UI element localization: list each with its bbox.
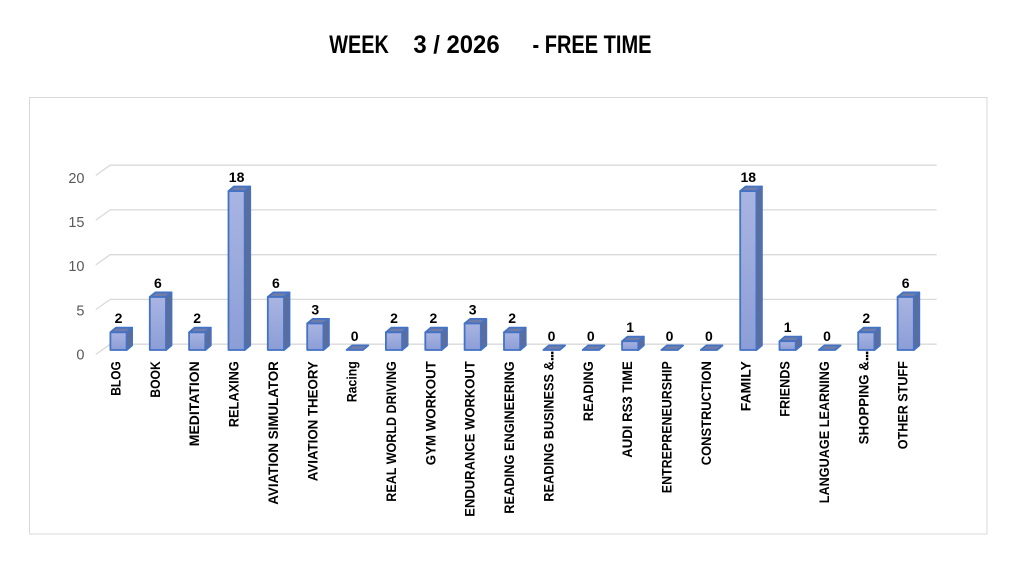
svg-text:ENTREPRENEURSHIP: ENTREPRENEURSHIP xyxy=(659,361,675,493)
svg-text:READING ENGINEERING: READING ENGINEERING xyxy=(501,361,517,514)
svg-text:OTHER STUFF: OTHER STUFF xyxy=(895,361,911,449)
svg-text:0: 0 xyxy=(587,328,595,344)
svg-text:REAL WORLD DRIVING: REAL WORLD DRIVING xyxy=(383,361,399,502)
svg-text:2: 2 xyxy=(430,310,438,326)
svg-text:3: 3 xyxy=(469,301,477,317)
svg-text:LANGUAGE LEARNING: LANGUAGE LEARNING xyxy=(816,361,832,503)
svg-text:2: 2 xyxy=(115,310,123,326)
svg-text:20: 20 xyxy=(68,171,84,187)
svg-text:15: 15 xyxy=(68,215,84,231)
svg-text:10: 10 xyxy=(68,259,84,275)
svg-text:6: 6 xyxy=(272,275,280,291)
svg-text:- FREE TIME: - FREE TIME xyxy=(533,31,652,59)
svg-text:2: 2 xyxy=(508,310,516,326)
svg-text:BOOK: BOOK xyxy=(147,361,163,398)
svg-text:2: 2 xyxy=(862,310,870,326)
svg-text:18: 18 xyxy=(229,169,245,185)
svg-text:CONSTRUCTION: CONSTRUCTION xyxy=(698,361,714,465)
svg-text:AVIATION SIMULATOR: AVIATION SIMULATOR xyxy=(265,361,281,505)
svg-text:18: 18 xyxy=(741,169,757,185)
svg-text:GYM WORKOUT: GYM WORKOUT xyxy=(422,361,438,465)
svg-text:0: 0 xyxy=(823,328,831,344)
svg-text:AUDI RS3 TIME: AUDI RS3 TIME xyxy=(619,361,635,458)
svg-text:2: 2 xyxy=(193,310,201,326)
svg-text:6: 6 xyxy=(902,275,910,291)
svg-text:0: 0 xyxy=(705,328,713,344)
svg-text:3: 3 xyxy=(311,301,319,317)
svg-text:BLOG: BLOG xyxy=(108,361,124,396)
svg-text:0: 0 xyxy=(76,348,84,364)
svg-text:1: 1 xyxy=(784,319,792,335)
svg-text:MEDITATION: MEDITATION xyxy=(186,361,202,446)
svg-text:0: 0 xyxy=(666,328,674,344)
svg-text:RELAXING: RELAXING xyxy=(226,361,242,427)
svg-text:1: 1 xyxy=(626,319,634,335)
svg-text:READING: READING xyxy=(580,361,596,421)
svg-text:READING BUSINESS &: READING BUSINESS & xyxy=(541,361,557,502)
svg-text:WEEK: WEEK xyxy=(329,31,389,59)
svg-text:5: 5 xyxy=(76,303,84,319)
svg-text:3 / 2026: 3 / 2026 xyxy=(413,31,499,59)
svg-text:0: 0 xyxy=(351,328,359,344)
svg-text:0: 0 xyxy=(548,328,556,344)
svg-text:2: 2 xyxy=(390,310,398,326)
svg-text:Racing: Racing xyxy=(344,361,360,402)
svg-text:FRIENDS: FRIENDS xyxy=(777,361,793,417)
svg-text:AVIATION THEORY: AVIATION THEORY xyxy=(304,361,320,482)
svg-text:SHOPPING &: SHOPPING & xyxy=(855,361,871,444)
svg-text:6: 6 xyxy=(154,275,162,291)
svg-text:ENDURANCE WORKOUT: ENDURANCE WORKOUT xyxy=(462,361,478,517)
svg-text:FAMILY: FAMILY xyxy=(737,361,753,412)
